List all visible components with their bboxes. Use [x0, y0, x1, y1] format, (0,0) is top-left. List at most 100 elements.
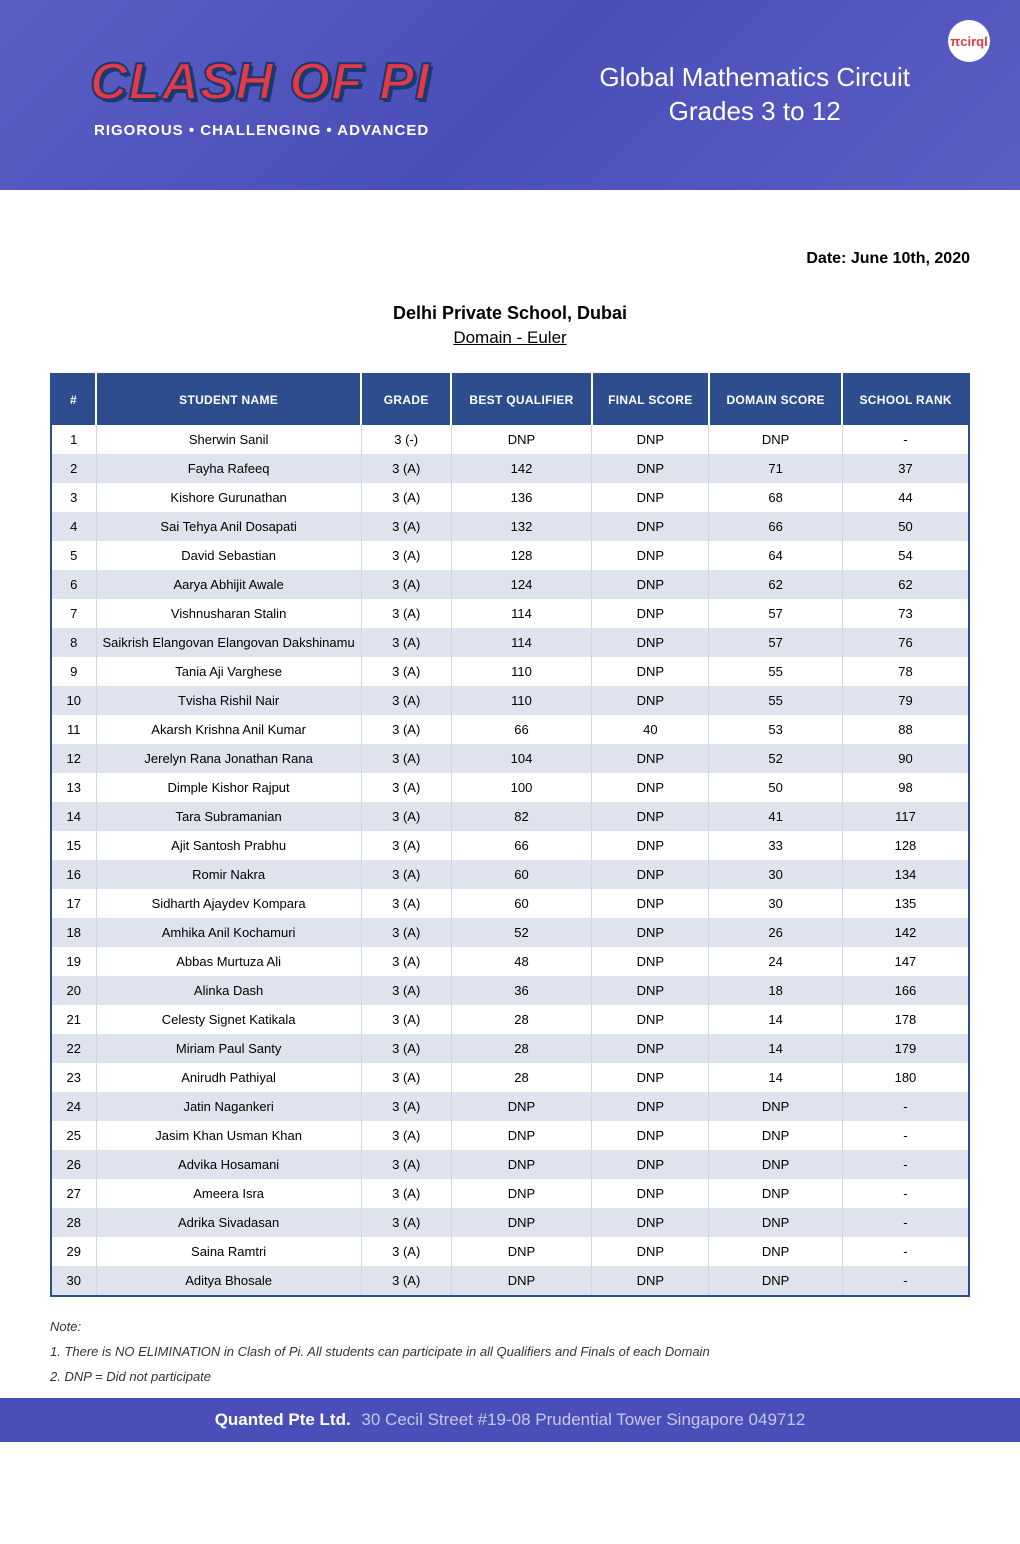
table-cell: -: [842, 1208, 969, 1237]
table-cell: DNP: [451, 1266, 592, 1296]
table-cell: 134: [842, 860, 969, 889]
table-cell: 22: [51, 1034, 96, 1063]
table-cell: 76: [842, 628, 969, 657]
col-header-num: #: [51, 374, 96, 425]
table-cell: 36: [451, 976, 592, 1005]
table-cell: 54: [842, 541, 969, 570]
table-cell: DNP: [592, 1208, 709, 1237]
table-cell: DNP: [592, 1150, 709, 1179]
table-cell: 29: [51, 1237, 96, 1266]
table-cell: 3 (A): [361, 1237, 451, 1266]
banner-right: Global Mathematics Circuit Grades 3 to 1…: [599, 61, 970, 129]
table-cell: 50: [842, 512, 969, 541]
table-cell: 14: [709, 1034, 843, 1063]
table-cell: DNP: [592, 657, 709, 686]
table-row: 4Sai Tehya Anil Dosapati3 (A)132DNP6650: [51, 512, 969, 541]
table-cell: 147: [842, 947, 969, 976]
table-row: 8Saikrish Elangovan Elangovan Dakshinamu…: [51, 628, 969, 657]
table-row: 1Sherwin Sanil3 (-)DNPDNPDNP-: [51, 425, 969, 454]
table-cell: 40: [592, 715, 709, 744]
table-cell: 3 (A): [361, 1063, 451, 1092]
table-row: 24Jatin Nagankeri3 (A)DNPDNPDNP-: [51, 1092, 969, 1121]
table-cell: Saina Ramtri: [96, 1237, 361, 1266]
footer: Quanted Pte Ltd. 30 Cecil Street #19-08 …: [0, 1398, 1020, 1442]
table-cell: 79: [842, 686, 969, 715]
table-cell: 14: [709, 1063, 843, 1092]
table-cell: Dimple Kishor Rajput: [96, 773, 361, 802]
table-cell: Abbas Murtuza Ali: [96, 947, 361, 976]
table-cell: Kishore Gurunathan: [96, 483, 361, 512]
table-cell: 82: [451, 802, 592, 831]
table-cell: 48: [451, 947, 592, 976]
table-cell: 3 (A): [361, 1005, 451, 1034]
table-cell: 10: [51, 686, 96, 715]
table-cell: 26: [709, 918, 843, 947]
table-cell: Romir Nakra: [96, 860, 361, 889]
table-cell: 3 (A): [361, 1179, 451, 1208]
table-cell: -: [842, 1092, 969, 1121]
table-cell: DNP: [592, 599, 709, 628]
table-cell: 3 (A): [361, 831, 451, 860]
table-cell: 3 (A): [361, 802, 451, 831]
table-cell: Sidharth Ajaydev Kompara: [96, 889, 361, 918]
table-cell: 3 (A): [361, 541, 451, 570]
table-cell: 3: [51, 483, 96, 512]
note-label: Note:: [50, 1319, 970, 1334]
table-cell: 26: [51, 1150, 96, 1179]
table-cell: Ameera Isra: [96, 1179, 361, 1208]
table-cell: Sherwin Sanil: [96, 425, 361, 454]
table-cell: Aarya Abhijit Awale: [96, 570, 361, 599]
table-row: 14Tara Subramanian3 (A)82DNP41117: [51, 802, 969, 831]
table-cell: 52: [709, 744, 843, 773]
table-cell: 71: [709, 454, 843, 483]
table-cell: 14: [51, 802, 96, 831]
table-cell: 30: [709, 860, 843, 889]
table-cell: Aditya Bhosale: [96, 1266, 361, 1296]
table-cell: 44: [842, 483, 969, 512]
table-cell: 21: [51, 1005, 96, 1034]
table-cell: DNP: [709, 425, 843, 454]
table-cell: 3 (A): [361, 1208, 451, 1237]
table-cell: 3 (A): [361, 628, 451, 657]
table-cell: 142: [451, 454, 592, 483]
table-cell: DNP: [592, 744, 709, 773]
table-cell: DNP: [451, 1179, 592, 1208]
table-cell: 55: [709, 686, 843, 715]
table-cell: 3 (A): [361, 454, 451, 483]
table-cell: 3 (-): [361, 425, 451, 454]
table-cell: 180: [842, 1063, 969, 1092]
table-cell: 12: [51, 744, 96, 773]
table-row: 27Ameera Isra3 (A)DNPDNPDNP-: [51, 1179, 969, 1208]
table-cell: 52: [451, 918, 592, 947]
table-cell: 16: [51, 860, 96, 889]
banner-subtitle-line1: Global Mathematics Circuit: [599, 61, 910, 95]
table-cell: DNP: [709, 1121, 843, 1150]
table-cell: DNP: [592, 976, 709, 1005]
table-cell: Tara Subramanian: [96, 802, 361, 831]
table-row: 30Aditya Bhosale3 (A)DNPDNPDNP-: [51, 1266, 969, 1296]
table-cell: 27: [51, 1179, 96, 1208]
table-cell: DNP: [709, 1237, 843, 1266]
table-cell: 110: [451, 657, 592, 686]
table-cell: DNP: [592, 628, 709, 657]
table-cell: DNP: [592, 1092, 709, 1121]
table-row: 10Tvisha Rishil Nair3 (A)110DNP5579: [51, 686, 969, 715]
table-cell: -: [842, 1121, 969, 1150]
table-cell: 3 (A): [361, 947, 451, 976]
table-cell: 50: [709, 773, 843, 802]
table-cell: 132: [451, 512, 592, 541]
table-cell: DNP: [592, 802, 709, 831]
table-cell: 64: [709, 541, 843, 570]
table-cell: 23: [51, 1063, 96, 1092]
table-cell: 68: [709, 483, 843, 512]
table-row: 17Sidharth Ajaydev Kompara3 (A)60DNP3013…: [51, 889, 969, 918]
table-cell: Miriam Paul Santy: [96, 1034, 361, 1063]
table-cell: 128: [842, 831, 969, 860]
note-item-1: 1. There is NO ELIMINATION in Clash of P…: [50, 1344, 970, 1359]
table-cell: Fayha Rafeeq: [96, 454, 361, 483]
table-cell: 88: [842, 715, 969, 744]
table-cell: 110: [451, 686, 592, 715]
table-cell: 2: [51, 454, 96, 483]
table-cell: DNP: [709, 1092, 843, 1121]
table-cell: 3 (A): [361, 657, 451, 686]
